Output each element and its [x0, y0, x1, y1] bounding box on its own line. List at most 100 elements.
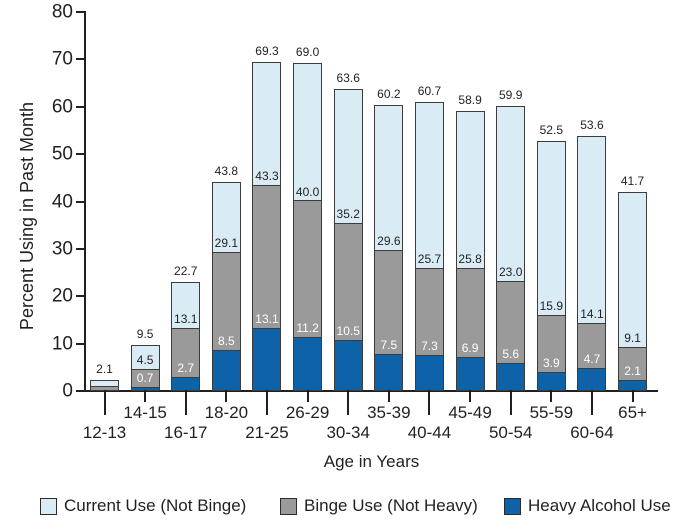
x-tick-label-65+: 65+ — [618, 403, 647, 422]
y-axis-line — [84, 11, 86, 392]
value-label-total-30-34: 63.6 — [336, 70, 360, 85]
x-tick-30-34 — [347, 390, 350, 415]
value-label-heavy-16-17: 2.7 — [177, 361, 195, 376]
segment-heavy-26-29 — [294, 336, 322, 390]
x-tick-label-60-64: 60-64 — [570, 423, 614, 442]
x-tick-label-21-25: 21-25 — [245, 423, 289, 442]
segment-heavy-45-49 — [456, 357, 484, 390]
segment-heavy-65+ — [619, 380, 647, 390]
bar-14-15 — [130, 344, 160, 391]
y-tick-label-10: 10 — [51, 333, 73, 355]
x-tick-18-20 — [225, 390, 228, 402]
value-label-total-12-13: 2.1 — [96, 362, 113, 377]
bar-40-44 — [414, 102, 444, 391]
value-label-binge-30-34: 35.2 — [336, 207, 360, 222]
bar-45-49 — [455, 110, 485, 391]
y-tick-label-80: 80 — [51, 1, 73, 23]
value-label-total-50-54: 59.9 — [499, 88, 523, 103]
x-tick-40-44 — [428, 390, 431, 415]
value-label-total-14-15: 9.5 — [136, 326, 154, 341]
y-tick-50 — [76, 153, 84, 156]
value-label-binge-18-20: 29.1 — [214, 236, 239, 251]
value-label-binge-50-54: 23.0 — [499, 265, 523, 280]
segment-heavy-30-34 — [334, 340, 362, 390]
legend-label-heavy-use: Heavy Alcohol Use — [528, 496, 671, 515]
legend-item-heavy-use: Heavy Alcohol Use — [504, 496, 671, 516]
x-tick-45-49 — [469, 390, 472, 402]
x-tick-55-59 — [550, 390, 553, 402]
y-tick-label-20: 20 — [51, 285, 73, 307]
x-tick-60-64 — [590, 390, 593, 415]
legend-label-current-use: Current Use (Not Binge) — [64, 496, 247, 515]
value-label-binge-40-44: 25.7 — [417, 252, 442, 267]
value-label-total-40-44: 60.7 — [417, 84, 442, 99]
x-tick-50-54 — [509, 390, 512, 415]
x-tick-label-40-44: 40-44 — [407, 423, 452, 442]
value-label-total-45-49: 58.9 — [458, 92, 482, 107]
y-tick-30 — [76, 247, 84, 250]
x-tick-label-12-13: 12-13 — [82, 423, 127, 442]
y-tick-40 — [76, 200, 84, 203]
value-label-heavy-65+: 2.1 — [624, 364, 641, 379]
value-label-total-26-29: 69.0 — [295, 45, 320, 60]
value-label-total-55-59: 52.5 — [539, 123, 563, 138]
y-tick-60 — [76, 105, 84, 108]
value-label-heavy-18-20: 8.5 — [218, 333, 235, 348]
x-axis-line — [84, 390, 658, 392]
segment-heavy-50-54 — [497, 363, 525, 390]
bar-55-59 — [536, 141, 566, 391]
y-tick-label-0: 0 — [62, 380, 73, 402]
bar-50-54 — [496, 106, 526, 391]
x-tick-14-15 — [144, 390, 147, 402]
value-label-total-60-64: 53.6 — [580, 118, 604, 133]
x-tick-35-39 — [387, 390, 390, 402]
y-tick-70 — [76, 58, 84, 61]
bar-18-20 — [211, 182, 241, 391]
x-tick-26-29 — [306, 390, 309, 402]
y-tick-label-50: 50 — [51, 143, 73, 165]
x-tick-label-26-29: 26-29 — [285, 403, 330, 422]
value-label-binge-21-25: 43.3 — [255, 168, 279, 183]
x-tick-label-14-15: 14-15 — [123, 403, 167, 422]
legend-label-binge-use: Binge Use (Not Heavy) — [304, 496, 478, 515]
x-tick-label-50-54: 50-54 — [488, 423, 533, 442]
x-tick-label-18-20: 18-20 — [204, 403, 249, 422]
value-label-binge-16-17: 13.1 — [174, 311, 198, 326]
y-tick-label-40: 40 — [51, 191, 73, 212]
x-tick-16-17 — [184, 390, 187, 415]
segment-heavy-21-25 — [253, 327, 281, 390]
bar-30-34 — [333, 88, 363, 391]
segment-binge-12-13 — [91, 385, 118, 390]
x-axis-title: Age in Years — [323, 452, 420, 471]
value-label-heavy-50-54: 5.6 — [502, 347, 520, 362]
value-label-total-16-17: 22.7 — [174, 264, 198, 279]
segment-heavy-14-15 — [131, 386, 159, 390]
legend-swatch-current-use-icon — [40, 497, 57, 515]
y-tick-label-70: 70 — [51, 48, 73, 70]
value-label-heavy-40-44: 7.3 — [421, 339, 438, 354]
legend-item-binge-use: Binge Use (Not Heavy) — [280, 496, 478, 516]
value-label-binge-60-64: 14.1 — [580, 307, 604, 322]
bar-65+ — [618, 192, 648, 391]
value-label-binge-26-29: 40.0 — [295, 184, 320, 199]
y-tick-80 — [76, 11, 84, 13]
value-label-heavy-26-29: 11.2 — [296, 320, 319, 335]
value-label-heavy-55-59: 3.9 — [542, 355, 560, 370]
x-tick-label-55-59: 55-59 — [529, 403, 574, 422]
bar-60-64 — [577, 136, 607, 391]
value-label-total-65+: 41.7 — [620, 174, 645, 189]
value-label-total-18-20: 43.8 — [214, 164, 239, 179]
legend-item-current-use: Current Use (Not Binge) — [40, 496, 246, 516]
x-tick-12-13 — [103, 390, 106, 415]
value-label-total-21-25: 69.3 — [255, 43, 279, 58]
y-tick-label-60: 60 — [51, 96, 73, 118]
x-tick-label-30-34: 30-34 — [326, 423, 370, 442]
value-label-binge-55-59: 15.9 — [539, 298, 563, 313]
value-label-heavy-14-15: 0.7 — [136, 370, 154, 385]
bar-35-39 — [374, 104, 404, 391]
y-tick-0 — [76, 390, 84, 392]
x-tick-label-16-17: 16-17 — [163, 423, 208, 442]
segment-heavy-55-59 — [537, 371, 565, 390]
